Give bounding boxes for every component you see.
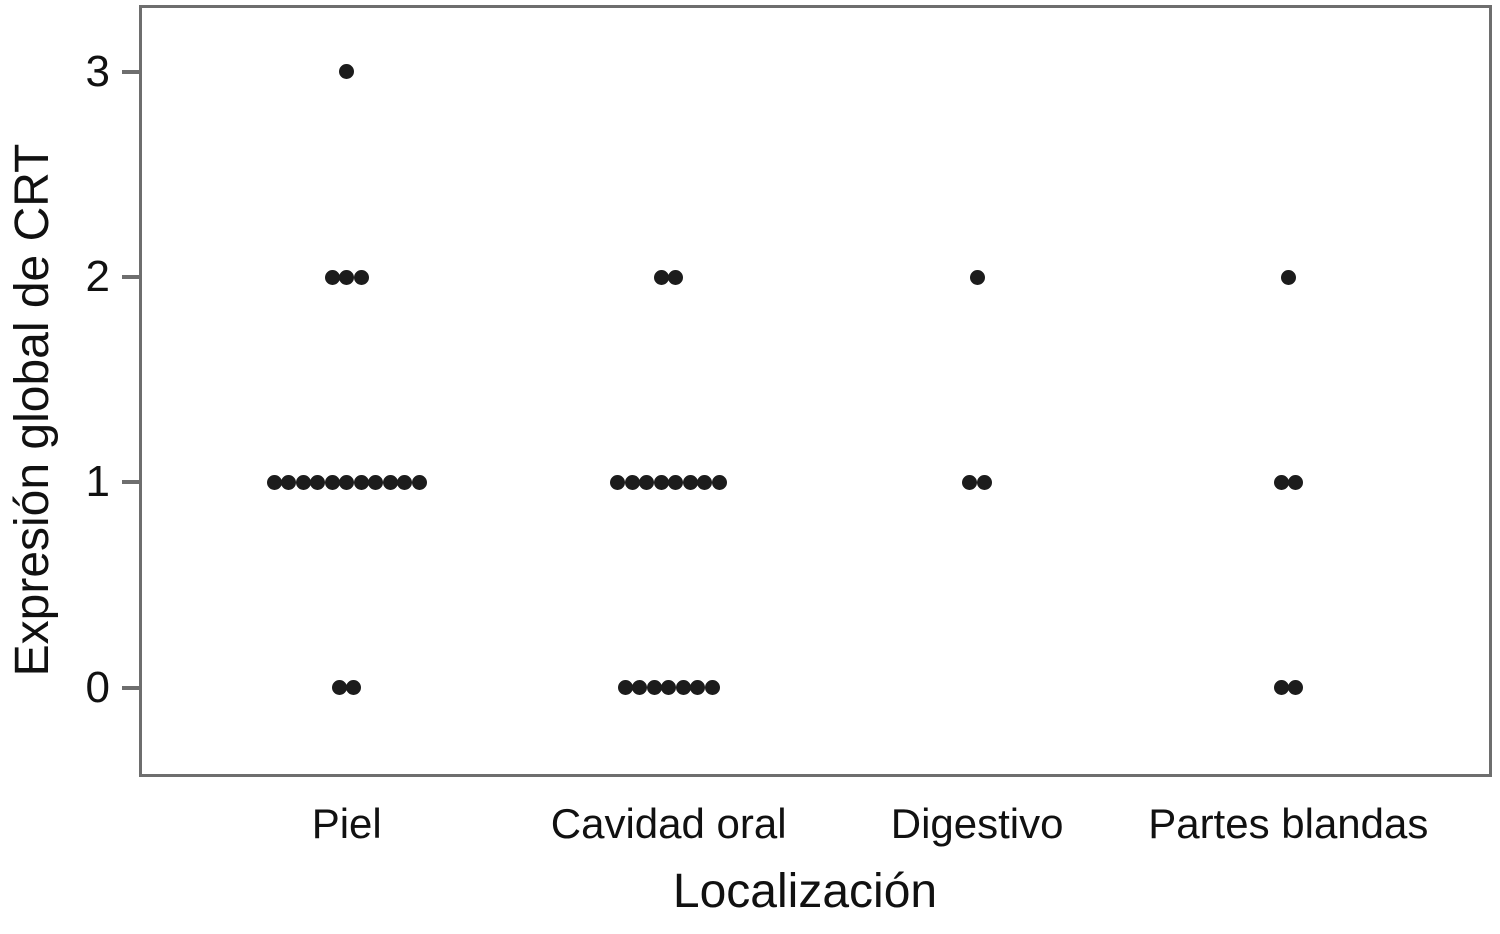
data-point bbox=[962, 474, 978, 490]
x-tick-label: Cavidad oral bbox=[550, 800, 787, 847]
y-tick-label: 0 bbox=[85, 662, 110, 712]
data-point bbox=[711, 474, 727, 490]
data-point bbox=[639, 474, 655, 490]
data-point bbox=[624, 474, 640, 490]
data-point bbox=[281, 474, 297, 490]
data-point bbox=[668, 269, 684, 285]
data-point bbox=[668, 474, 684, 490]
data-point bbox=[653, 269, 669, 285]
data-point bbox=[397, 474, 413, 490]
data-point bbox=[411, 474, 427, 490]
data-point bbox=[346, 680, 362, 696]
data-point bbox=[704, 680, 720, 696]
data-point bbox=[1273, 474, 1289, 490]
data-point bbox=[1288, 680, 1304, 696]
x-tick-label: Piel bbox=[311, 800, 382, 847]
data-point bbox=[339, 474, 355, 490]
y-tick-label: 2 bbox=[85, 252, 110, 302]
data-point bbox=[969, 269, 985, 285]
data-point bbox=[339, 269, 355, 285]
y-tick-mark bbox=[122, 480, 139, 485]
data-point bbox=[617, 680, 633, 696]
data-point bbox=[661, 680, 677, 696]
data-point bbox=[324, 269, 340, 285]
data-point bbox=[976, 474, 992, 490]
data-point bbox=[1280, 269, 1296, 285]
data-point bbox=[295, 474, 311, 490]
y-tick-mark bbox=[122, 69, 139, 74]
y-tick-label: 1 bbox=[85, 457, 110, 507]
data-point bbox=[353, 269, 369, 285]
data-point bbox=[368, 474, 384, 490]
x-axis-title: Localización bbox=[672, 865, 938, 918]
data-point bbox=[353, 474, 369, 490]
y-tick-mark bbox=[122, 685, 139, 690]
data-point bbox=[610, 474, 626, 490]
y-tick-label: 3 bbox=[85, 46, 110, 96]
y-tick-mark bbox=[122, 275, 139, 280]
data-point bbox=[632, 680, 648, 696]
data-point bbox=[653, 474, 669, 490]
data-point bbox=[697, 474, 713, 490]
data-point bbox=[310, 474, 326, 490]
data-point bbox=[675, 680, 691, 696]
y-axis-title: Expresión global de CRT bbox=[6, 143, 59, 677]
data-point bbox=[690, 680, 706, 696]
data-point bbox=[1273, 680, 1289, 696]
data-point bbox=[266, 474, 282, 490]
plot-area bbox=[122, 5, 1492, 777]
x-tick-label: Partes blandas bbox=[1148, 800, 1429, 847]
x-tick-label: Digestivo bbox=[890, 800, 1064, 847]
data-point bbox=[331, 680, 347, 696]
data-point bbox=[1288, 474, 1304, 490]
data-point bbox=[339, 64, 355, 80]
data-point bbox=[682, 474, 698, 490]
data-point bbox=[324, 474, 340, 490]
data-point bbox=[382, 474, 398, 490]
data-point bbox=[646, 680, 662, 696]
